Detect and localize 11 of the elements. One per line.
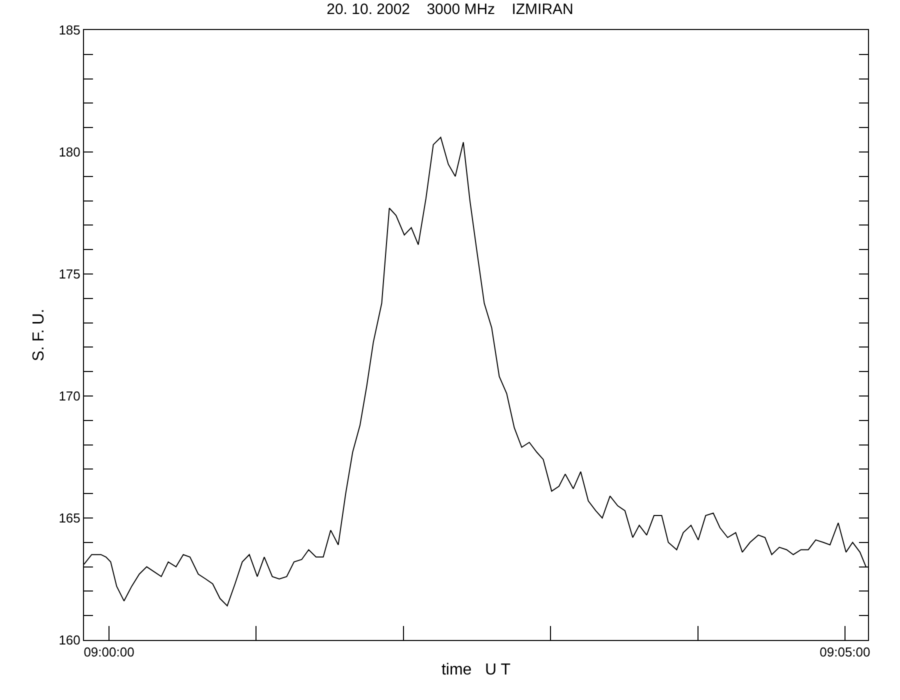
chart-title: 20. 10. 2002 3000 MHz IZMIRAN (326, 1, 574, 18)
x-tick-label: 09:05:00 (820, 644, 870, 660)
y-tick-label: 160 (58, 632, 80, 648)
x-tick-label: 09:00:00 (84, 644, 134, 660)
y-tick-label: 175 (58, 266, 80, 282)
y-axis-title: S. F. U. (30, 308, 48, 362)
y-tick-label: 185 (58, 22, 80, 38)
y-tick-label: 170 (58, 388, 80, 404)
y-tick-label: 180 (58, 144, 80, 160)
x-axis-title: time U T (441, 661, 511, 678)
y-tick-label: 165 (58, 510, 80, 526)
